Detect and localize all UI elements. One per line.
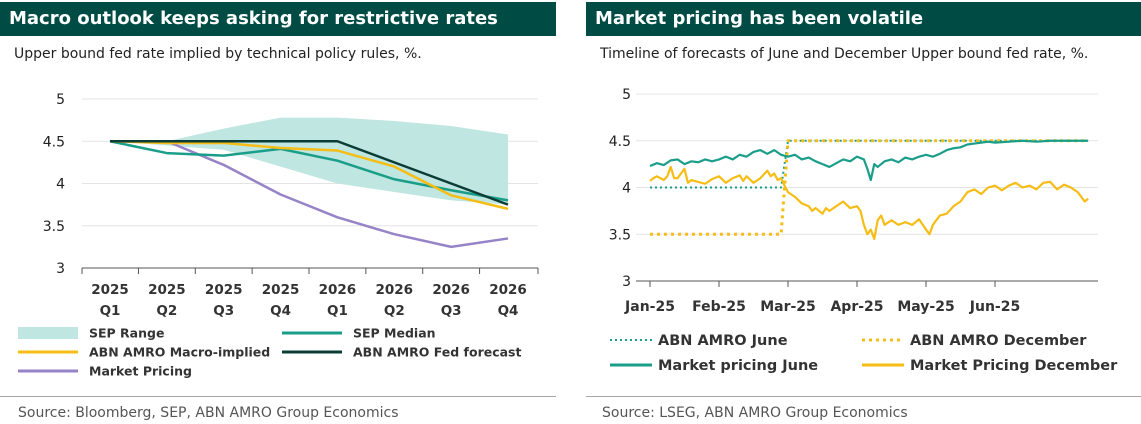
- y-tick-label: 4.5: [609, 134, 631, 150]
- x-tick-label: Feb-25: [692, 299, 746, 315]
- legend-abn-amro-june-label: ABN AMRO June: [658, 333, 788, 349]
- x-tick-label-quarter: Q3: [441, 303, 462, 319]
- left-chart-panel: Macro outlook keeps asking for restricti…: [0, 0, 556, 424]
- y-tick-label: 3.5: [609, 227, 631, 243]
- legend-market-pricing-label: Market Pricing: [89, 364, 192, 379]
- legend-sep-range-swatch: [18, 327, 78, 339]
- x-tick-label-quarter: Q2: [384, 303, 405, 319]
- x-tick-label-quarter: Q1: [100, 303, 121, 319]
- x-tick-label-quarter: Q1: [327, 303, 348, 319]
- x-tick-label-year: 2025: [148, 282, 186, 298]
- right-chart-plot: 5 4.5 4 3.5 3 Jan-25 Feb-25 Mar-25 Apr-25 May-25 J…: [609, 87, 1118, 374]
- x-tick-label-quarter: Q2: [156, 303, 177, 319]
- sep-median-line: [109, 140, 509, 202]
- left-chart-title: Macro outlook keeps asking for restricti…: [0, 2, 556, 36]
- legend-sep-range-label: SEP Range: [89, 326, 164, 341]
- right-chart-title: Market pricing has been volatile: [586, 2, 1141, 36]
- x-tick-label-quarter: Q4: [270, 303, 291, 319]
- right-source-divider: [586, 396, 1141, 397]
- left-chart-subtitle: Upper bound fed rate implied by technica…: [14, 46, 422, 62]
- x-tick-label-year: 2025: [262, 282, 300, 298]
- y-tick-label: 3: [56, 261, 65, 277]
- x-tick-label-year: 2026: [319, 282, 357, 298]
- y-tick-label: 5: [56, 92, 65, 108]
- y-tick-label: 4: [56, 177, 65, 193]
- left-chart-source: Source: Bloomberg, SEP, ABN AMRO Group E…: [18, 405, 399, 421]
- legend-sep-median-label: SEP Median: [353, 326, 436, 341]
- x-tick-label: May-25: [897, 299, 954, 315]
- right-chart-source: Source: LSEG, ABN AMRO Group Economics: [602, 405, 908, 421]
- abn-fed-forecast-line: [110, 140, 509, 206]
- y-tick-label: 3.5: [43, 219, 65, 235]
- y-tick-label: 3: [622, 274, 631, 290]
- x-tick-label-quarter: Q4: [498, 303, 519, 319]
- y-tick-label: 4.5: [43, 134, 65, 150]
- x-tick-label: Mar-25: [760, 299, 816, 315]
- legend-abn-macro-implied-label: ABN AMRO Macro-implied: [89, 345, 270, 360]
- x-tick-label-year: 2026: [489, 282, 527, 298]
- y-tick-label: 5: [622, 87, 631, 103]
- abn-amro-june-line: [650, 139, 1089, 189]
- x-tick-label-year: 2025: [205, 282, 243, 298]
- x-tick-label: Apr-25: [830, 299, 883, 315]
- legend-abn-amro-december-label: ABN AMRO December: [910, 333, 1087, 349]
- legend-market-pricing-december-label: Market Pricing December: [910, 358, 1118, 374]
- market-pricing-line: [110, 140, 509, 249]
- market-pricing-june-line: [649, 139, 1089, 182]
- left-chart-plot: 5 4.5 4 3.5 3 2025 Q1 2025 Q2 2025 Q3 2025 Q4 2026 Q1 2…: [18, 92, 539, 379]
- right-chart-panel: Market pricing has been volatile Timelin…: [586, 0, 1141, 424]
- market-pricing-december-line: [649, 165, 1089, 241]
- x-tick-label-year: 2026: [432, 282, 470, 298]
- legend-market-pricing-june-label: Market pricing June: [658, 358, 818, 374]
- left-source-divider: [0, 396, 556, 397]
- x-tick-label-year: 2025: [91, 282, 129, 298]
- abn-macro-implied-line: [109, 140, 509, 211]
- x-tick-label-year: 2026: [375, 282, 413, 298]
- y-tick-label: 4: [622, 181, 631, 197]
- legend-abn-fed-forecast-label: ABN AMRO Fed forecast: [353, 345, 521, 360]
- x-tick-label-quarter: Q3: [213, 303, 234, 319]
- sep-range-band: [110, 117, 508, 205]
- x-tick-label: Jan-25: [624, 299, 675, 315]
- x-tick-label: Jun-25: [969, 299, 1020, 315]
- right-chart-subtitle: Timeline of forecasts of June and Decemb…: [600, 46, 1089, 62]
